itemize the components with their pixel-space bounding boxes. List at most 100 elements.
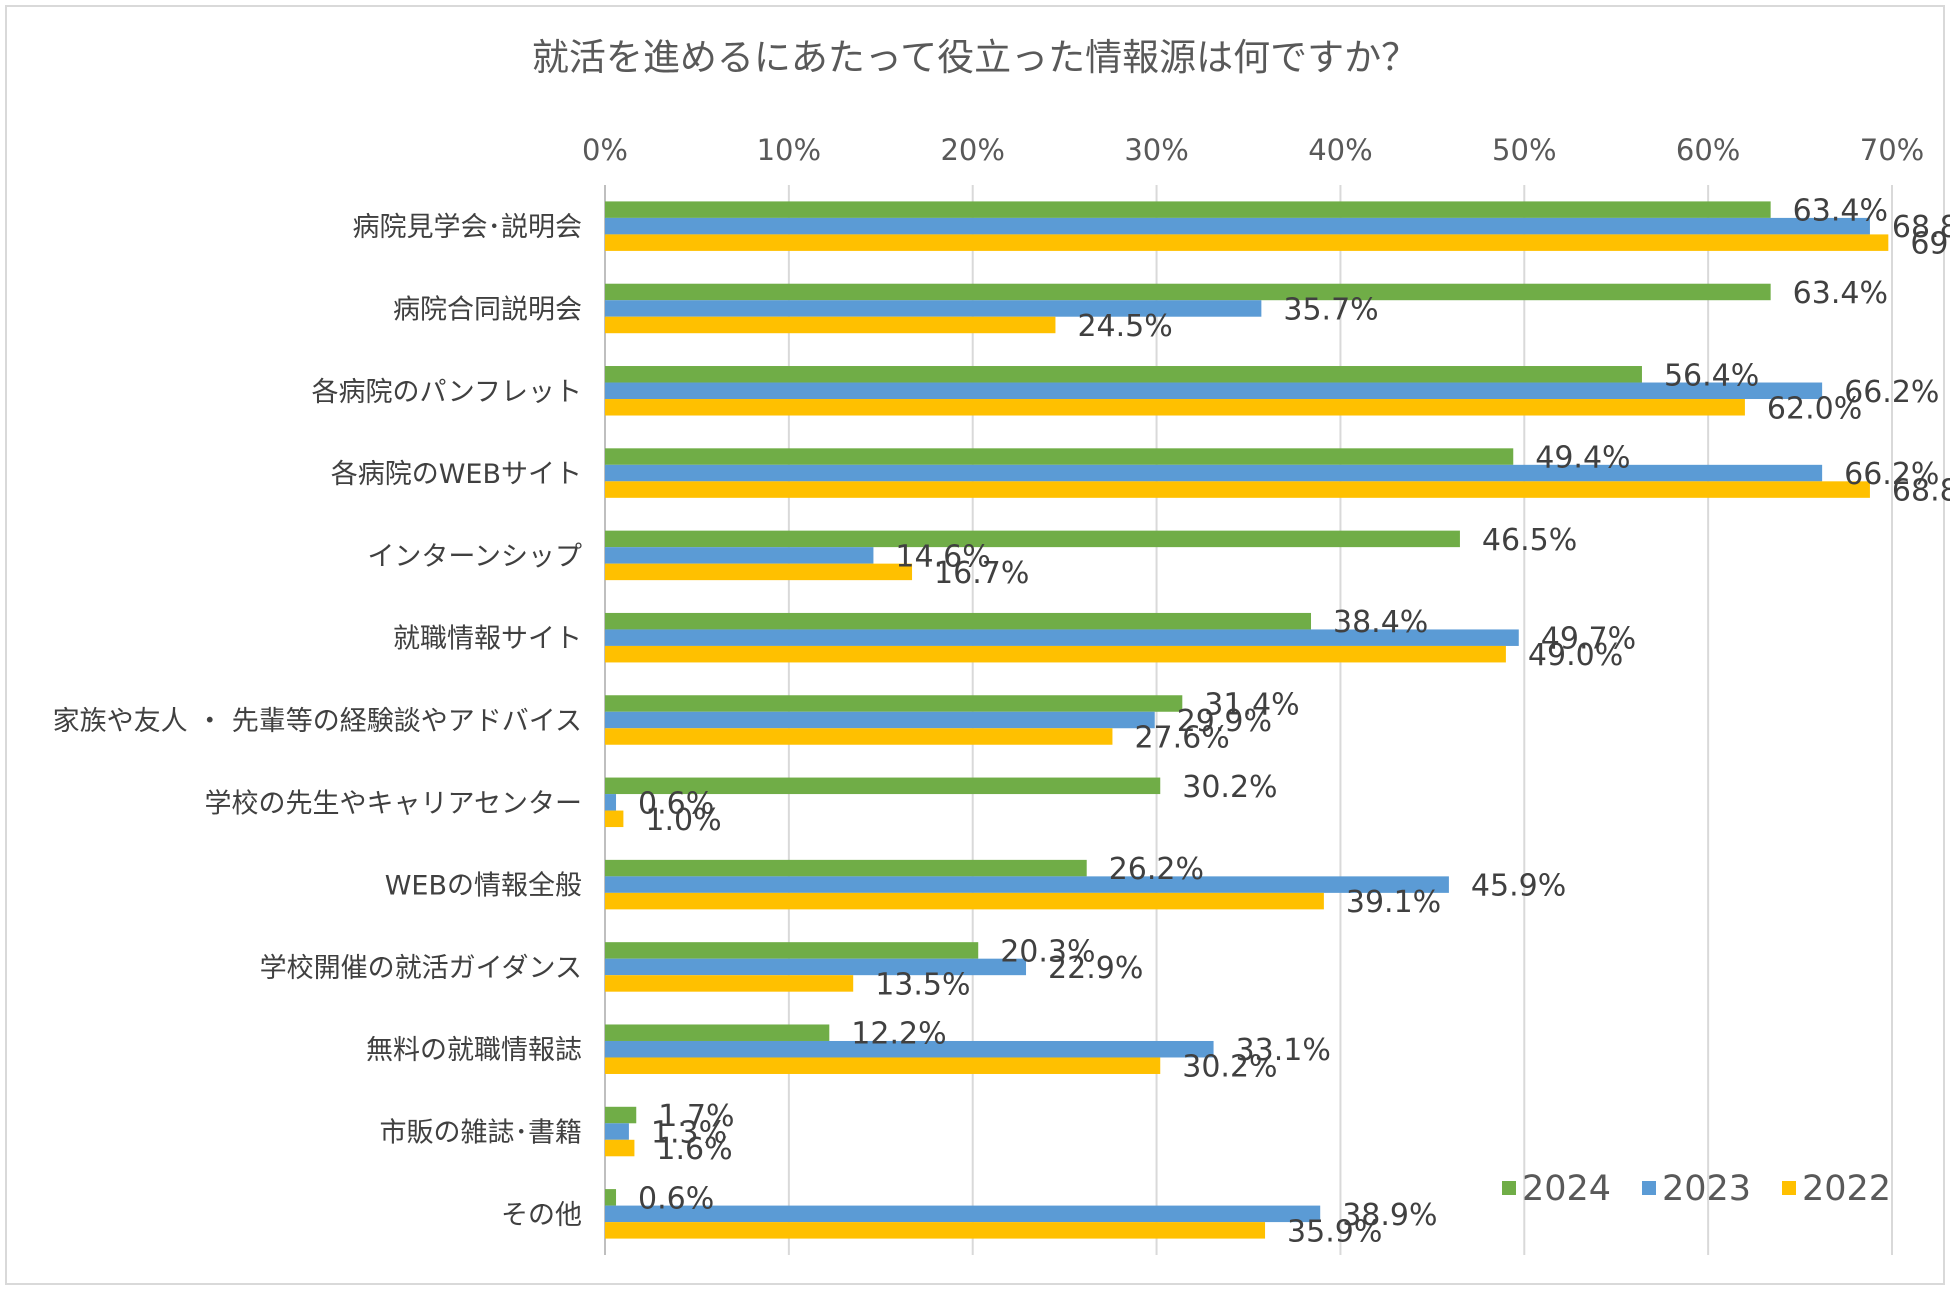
bar-2022	[605, 728, 1113, 745]
bar-2023	[605, 547, 874, 564]
data-label-2022: 68.8%	[1892, 474, 1950, 509]
bar-2023	[605, 464, 1823, 482]
bar-2024	[605, 366, 1642, 383]
bar-2022	[605, 1139, 635, 1157]
bar-2024	[605, 201, 1771, 218]
category-label: その他	[501, 1200, 582, 1231]
bar-2023	[605, 300, 1262, 317]
bar-2023	[605, 1040, 1214, 1058]
x-tick-label: 60%	[1676, 133, 1740, 167]
legend-label: 2023	[1662, 1169, 1751, 1209]
data-label-2023: 66.2%	[1844, 457, 1939, 492]
bar-2023	[605, 876, 1449, 893]
data-label-2023: 29.9%	[1177, 704, 1272, 739]
data-label-2022: 39.1%	[1346, 885, 1441, 920]
data-label-2022: 62.0%	[1767, 391, 1862, 426]
category-label: 病院見学会･説明会	[353, 212, 583, 243]
bar-2024	[605, 1024, 830, 1041]
data-label-2023: 66.2%	[1844, 375, 1939, 410]
bar-2024	[605, 283, 1771, 301]
data-label-2023: 49.7%	[1541, 622, 1636, 657]
chart-title: 就活を進めるにあたって役立った情報源は何ですか？	[532, 36, 1418, 79]
data-label-2022: 35.9%	[1287, 1214, 1382, 1249]
bar-2024	[605, 942, 979, 959]
bar-2022	[605, 563, 913, 581]
data-label-2024: 56.4%	[1664, 358, 1759, 393]
bar-2023	[605, 382, 1823, 400]
bar-2024	[605, 777, 1161, 795]
bar-2024	[605, 859, 1087, 877]
x-tick-label: 0%	[582, 133, 628, 167]
data-label-2022: 69.8%	[1910, 227, 1950, 262]
data-label-2022: 27.6%	[1134, 721, 1229, 756]
data-label-2024: 1.7%	[658, 1099, 734, 1134]
x-tick-label: 10%	[757, 133, 821, 167]
bar-2024	[605, 612, 1312, 630]
bar-2022	[605, 975, 854, 992]
data-label-2024: 63.4%	[1793, 194, 1888, 229]
data-label-2024: 0.6%	[638, 1181, 714, 1216]
bar-2023	[605, 1123, 629, 1140]
data-label-2024: 49.4%	[1535, 441, 1630, 476]
data-label-2023: 38.9%	[1342, 1198, 1437, 1233]
bar-2022	[605, 810, 624, 828]
legend-swatch-2022	[1782, 1181, 1796, 1195]
bar-2024	[605, 1189, 617, 1206]
data-label-2022: 30.2%	[1182, 1050, 1277, 1085]
data-label-2023: 0.6%	[638, 786, 714, 821]
bar-2024	[605, 530, 1460, 548]
bar-2023	[605, 794, 617, 811]
data-label-2024: 38.4%	[1333, 605, 1428, 640]
bar-2022	[605, 481, 1870, 498]
data-label-2023: 1.3%	[651, 1116, 727, 1151]
category-label: 市販の雑誌･書籍	[380, 1118, 583, 1149]
data-label-2023: 33.1%	[1236, 1033, 1331, 1068]
bar-2022	[605, 892, 1324, 910]
bar-2023	[605, 629, 1519, 646]
data-labels: 63.4%68.8%69.8%63.4%35.7%24.5%56.4%66.2%…	[638, 194, 1950, 1250]
category-label: 学校の先生やキャリアセンター	[205, 788, 582, 819]
data-label-2022: 49.0%	[1528, 638, 1623, 673]
legend-label: 2024	[1522, 1169, 1611, 1209]
bar-2022	[605, 399, 1745, 416]
data-label-2022: 1.6%	[656, 1132, 732, 1167]
data-label-2022: 13.5%	[875, 967, 970, 1002]
data-label-2024: 12.2%	[851, 1017, 946, 1052]
data-label-2022: 24.5%	[1077, 309, 1172, 344]
x-tick-label: 30%	[1124, 133, 1188, 167]
bar-2022	[605, 1057, 1161, 1074]
data-label-2024: 63.4%	[1793, 276, 1888, 311]
bar-2023	[605, 711, 1155, 729]
bar-2023	[605, 1205, 1321, 1223]
data-label-2024: 30.2%	[1182, 770, 1277, 805]
legend-swatch-2023	[1642, 1181, 1656, 1195]
category-label: インターンシップ	[367, 541, 582, 572]
category-label: 就職情報サイト	[393, 624, 582, 655]
x-axis-ticks: 0% 10% 20% 30% 40% 50% 60% 70%	[582, 133, 1924, 167]
bar-2023	[605, 217, 1870, 235]
data-label-2023: 35.7%	[1283, 292, 1378, 327]
data-label-2024: 31.4%	[1204, 688, 1299, 723]
bar-2023	[605, 958, 1027, 976]
data-label-2024: 26.2%	[1109, 852, 1204, 887]
bar-2022	[605, 316, 1056, 334]
x-tick-label: 50%	[1492, 133, 1556, 167]
x-tick-label: 20%	[940, 133, 1004, 167]
bar-2022	[605, 645, 1506, 663]
category-labels: 病院見学会･説明会病院合同説明会各病院のパンフレット各病院のWEBサイトインター…	[53, 212, 582, 1231]
x-tick-label: 70%	[1860, 133, 1924, 167]
category-label: 各病院のパンフレット	[311, 377, 582, 408]
legend-swatch-2024	[1502, 1181, 1516, 1195]
data-label-2023: 68.8%	[1892, 210, 1950, 245]
bar-2024	[605, 1106, 637, 1124]
data-label-2023: 22.9%	[1048, 951, 1143, 986]
legend: 2024 2023 2022	[1502, 1169, 1891, 1209]
data-label-2023: 45.9%	[1471, 869, 1566, 904]
category-label: 各病院のWEBサイト	[331, 459, 582, 490]
legend-label: 2022	[1802, 1169, 1891, 1209]
bars	[605, 201, 1889, 1239]
data-label-2024: 20.3%	[1000, 934, 1095, 969]
data-label-2022: 16.7%	[934, 556, 1029, 591]
bar-2024	[605, 448, 1514, 465]
